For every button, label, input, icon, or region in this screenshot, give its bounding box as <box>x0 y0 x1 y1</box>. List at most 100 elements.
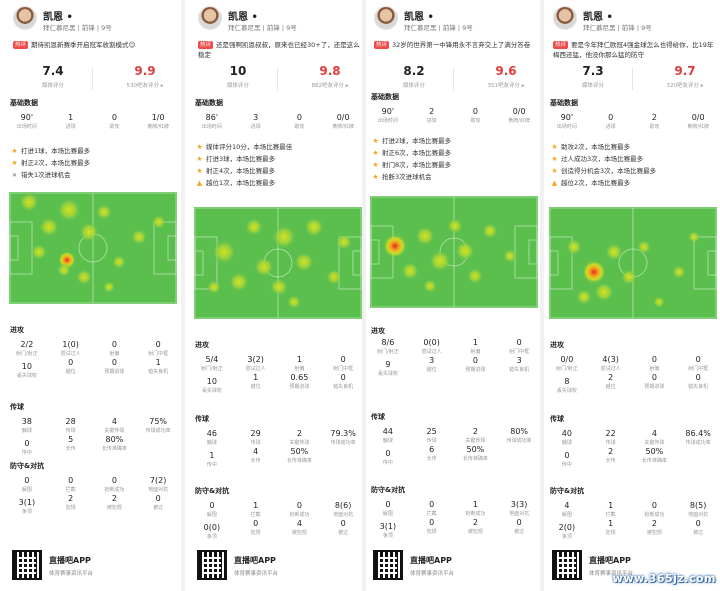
stat-cell: 2 越位 <box>589 373 633 395</box>
stat-value: 0 <box>155 340 161 349</box>
star-icon: ★ <box>551 143 558 151</box>
stat-cell: 2/2 射门/射正 <box>5 340 49 358</box>
fan-rating[interactable]: 9.8 882吧友评分 ▸ <box>300 64 360 89</box>
stat-label: 丢失球权 <box>201 388 222 394</box>
stat-label: 助攻 <box>109 124 120 130</box>
pass-stats: 38 触球 28 传球 4 关键传球 75% 传球成功率 0 传中 5 长传 8… <box>5 417 180 457</box>
qr-code[interactable] <box>552 550 582 580</box>
heat-spot <box>467 268 483 284</box>
stat-cell: 0/0 黄牌/红牌 <box>497 107 541 125</box>
star-icon: ★ <box>551 167 558 175</box>
star-icon: ★ <box>551 155 558 163</box>
qr-code[interactable] <box>373 550 403 580</box>
stat-label: 关键传球 <box>289 440 310 446</box>
stat-label: 进球 <box>426 118 437 124</box>
heatmap <box>9 192 177 304</box>
stat-label: 助攻 <box>294 124 305 130</box>
heat-spot <box>79 222 99 242</box>
stat-label: 地面对抗 <box>148 487 169 493</box>
stat-cell: 1 射偏 <box>278 355 322 373</box>
section-basic-title: 基础数据 <box>195 99 223 107</box>
stat-label: 被过 <box>693 530 704 536</box>
attack-stats: 5/4 射门/射正 3(2) 尝试过人 1 射偏 0 射门中框 10 丢失球权 … <box>190 355 365 395</box>
stat-cell: 0 抢断成功 <box>633 501 677 519</box>
highlight-item: ★ 过人成功3次，本场比赛最多 <box>550 153 643 165</box>
player-name[interactable]: 凯恩 • <box>228 12 258 23</box>
heatmap-canvas <box>549 207 717 319</box>
stat-label: 争顶 <box>382 533 393 539</box>
stat-label: 射偏 <box>109 351 120 357</box>
hot-comment[interactable]: 热评 32岁的世界第一中锋用永不言弃交上了满分答卷 <box>374 40 536 50</box>
player-name[interactable]: 凯恩 • <box>404 12 434 23</box>
player-name[interactable]: 凯恩 • <box>43 12 73 23</box>
stat-label: 射门/射正 <box>201 366 223 372</box>
hot-comment[interactable]: 热评 期待凯恩新赛季开启冠军收割模式😉 <box>13 40 175 50</box>
stat-label: 抢断成功 <box>644 512 665 518</box>
section-attack-title: 进攻 <box>371 327 385 335</box>
stat-cell: 0 解围 <box>190 501 234 519</box>
hot-comment-tag: 热评 <box>553 41 569 49</box>
basic-stats: 90' 出场时间 2 进球 0 助攻 0/0 黄牌/红牌 <box>366 107 541 125</box>
stat-cell: 0 预期进球 <box>633 373 677 395</box>
app-tagline: 体育赛事资讯平台 <box>410 571 455 577</box>
stat-label: 犯规 <box>65 505 76 511</box>
stat-value: 4 <box>651 429 657 438</box>
stat-cell: 8 丢失球权 <box>545 377 589 395</box>
hot-comment[interactable]: 热评 还是强啊凯恩叔叔，原来也已经30+了，还是这么稳定 <box>198 40 360 60</box>
stat-label: 争顶 <box>21 509 32 515</box>
heat-spot <box>482 223 498 239</box>
qr-code[interactable] <box>197 550 227 580</box>
stat-label: 关键传球 <box>465 438 486 444</box>
fan-rating[interactable]: 9.9 530吧友评分 ▸ <box>115 64 175 89</box>
stat-label: 黄牌/红牌 <box>332 124 354 130</box>
star-icon: ★ <box>372 149 379 157</box>
stat-cell: 2 助攻 <box>633 113 677 131</box>
stat-label: 出场时间 <box>556 124 577 130</box>
stat-label: 丢失球权 <box>377 371 398 377</box>
fan-rating[interactable]: 9.7 320吧友评分 ▸ <box>655 64 715 89</box>
arrow-up-icon: ▲ <box>551 179 558 187</box>
stat-cell: 1 拦截 <box>234 501 278 519</box>
stat-value: 0 <box>296 113 302 122</box>
heat-spot <box>57 263 71 277</box>
stat-label: 拦截 <box>250 512 261 518</box>
heat-spot <box>653 296 665 308</box>
heat-spot <box>447 218 463 234</box>
stat-label: 抢断成功 <box>104 487 125 493</box>
stat-cell: 2 犯规 <box>49 494 93 516</box>
highlight-item: ★ 射正4次，本场比赛最多 <box>195 165 275 177</box>
highlight-text: 错失1次进球机会 <box>21 171 71 179</box>
stat-label: 被过 <box>153 505 164 511</box>
fan-rating[interactable]: 9.6 351吧友评分 ▸ <box>476 64 536 89</box>
stat-cell: 2 长传 <box>589 447 633 469</box>
section-defense-title: 防守&对抗 <box>550 487 585 495</box>
rating-divider <box>92 68 93 90</box>
defense-stats: 0 解围 0 拦截 1 抢断成功 3(3) 地面对抗 3(1) 争顶 0 犯规 … <box>366 500 541 540</box>
qr-code[interactable] <box>12 550 42 580</box>
stat-value: 0 <box>209 501 215 510</box>
fan-score-label: 530吧友评分 ▸ <box>126 83 164 89</box>
stat-value: 80% <box>510 427 529 436</box>
heat-spot <box>637 240 651 254</box>
stat-value: 1 <box>155 358 161 367</box>
heat-spot <box>254 257 274 277</box>
highlight-item: ★ 射正6次，本场比赛最多 <box>371 147 451 159</box>
stat-label: 长传 <box>426 456 437 462</box>
stat-value: 46 <box>206 429 217 438</box>
panel-separator <box>540 0 544 591</box>
stat-label: 长传准确率 <box>101 446 127 452</box>
stat-cell: 4(3) 尝试过人 <box>589 355 633 373</box>
basic-stats: 90' 出场时间 0 进球 2 助攻 0/0 黄牌/红牌 <box>545 113 720 131</box>
stat-value: 86.4% <box>685 429 711 438</box>
stat-label: 射门/射正 <box>377 349 399 355</box>
stat-label: 触球 <box>21 428 32 434</box>
stat-label: 越位 <box>65 369 76 375</box>
stat-cell: 10 丢失球权 <box>190 377 234 395</box>
player-name[interactable]: 凯恩 • <box>583 12 613 23</box>
stat-cell: 0 射偏 <box>633 355 677 373</box>
stat-value: 6 <box>429 445 435 454</box>
hot-comment[interactable]: 热评 要是今年拜仁欧冠4强金球怎么也得给你，比19年梅西还猛，他没你那么猛的防守 <box>553 40 715 60</box>
stat-cell: 50% 长传准确率 <box>633 447 677 469</box>
stat-label: 进球 <box>250 124 261 130</box>
stat-value: 3 <box>429 356 435 365</box>
